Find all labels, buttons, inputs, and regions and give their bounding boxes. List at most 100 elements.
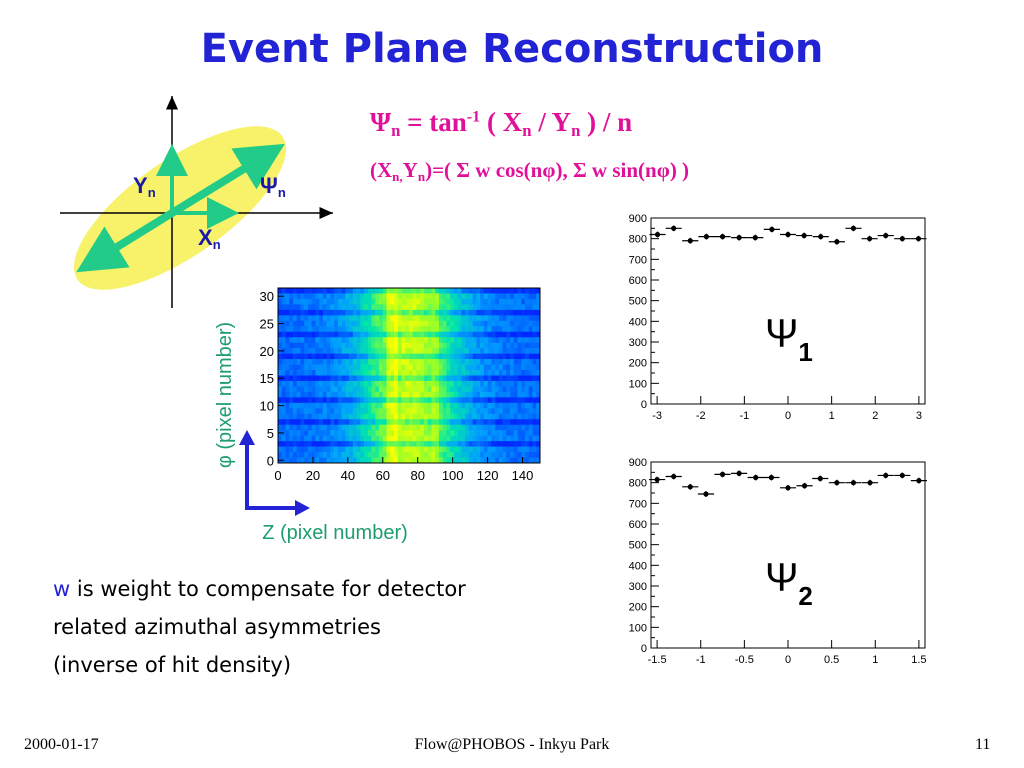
heatmap-cell (307, 293, 312, 300)
heatmap-cell (292, 397, 298, 404)
heatmap-cell (371, 430, 376, 436)
heatmap-cell (334, 342, 339, 349)
heatmap-cell (349, 293, 354, 300)
heatmap-cell (390, 342, 395, 349)
heatmap-cell (397, 452, 402, 458)
heatmap-cell (468, 309, 473, 316)
heatmap-cell (420, 397, 425, 404)
heatmap-cell (390, 430, 395, 436)
heatmap-cell (502, 457, 507, 464)
heatmap-cell (412, 331, 417, 338)
heatmap-cell (390, 364, 395, 371)
heatmap-cell (307, 370, 312, 376)
heatmap-cell (498, 353, 503, 360)
heatmap-cell (296, 397, 301, 404)
heatmap-cell (487, 397, 492, 404)
heatmap-cell (502, 298, 507, 305)
heatmap-cell (457, 391, 462, 398)
heatmap-cell (360, 288, 365, 294)
heatmap-cell (289, 337, 294, 343)
heatmap-cell (401, 419, 406, 426)
heatmap-cell (337, 320, 342, 327)
heatmap-cell (322, 359, 327, 365)
psi1-sub: 1 (798, 337, 812, 367)
heatmap-cell (401, 326, 406, 333)
heatmap-cell (412, 452, 417, 458)
heatmap-cell (513, 430, 518, 436)
heatmap-cell (528, 353, 533, 360)
heatmap-cell (278, 446, 283, 453)
heatmap-cell (468, 380, 473, 387)
heatmap-cell (394, 435, 399, 442)
heatmap-cell (412, 370, 417, 376)
heatmap-cell (446, 353, 451, 360)
heatmap-cell (510, 419, 515, 426)
heatmap-cell (461, 430, 466, 436)
heatmap-cell (532, 457, 537, 464)
heatmap-cell (453, 446, 458, 453)
heatmap-cell (480, 353, 485, 360)
heatmap-cell (386, 370, 391, 376)
heatmap-cell (513, 331, 518, 338)
heatmap-cell (304, 298, 309, 305)
heatmap-cell (427, 419, 432, 426)
heatmap-cell (311, 353, 316, 360)
heatmap-cell (457, 288, 462, 294)
heatmap-cell (461, 298, 466, 305)
x-subscript: n, (392, 168, 403, 184)
heatmap-cell (382, 408, 387, 415)
heatmap-cell (379, 298, 384, 305)
heatmap-cell (326, 288, 331, 294)
heatmap-cell (379, 353, 384, 360)
heatmap-cell (278, 331, 283, 338)
data-point (687, 484, 693, 490)
heatmap-cell (513, 342, 518, 349)
heatmap-cell (525, 402, 530, 409)
heatmap-cell (483, 359, 488, 365)
heatmap-cell (311, 419, 316, 426)
heatmap-cell (375, 419, 380, 426)
heatmap-cell (304, 441, 309, 447)
heatmap-cell (450, 359, 455, 365)
y-tick-label: 700 (629, 498, 647, 510)
heatmap-cell (423, 348, 429, 354)
heatmap-cell (334, 419, 339, 426)
heatmap-cell (521, 391, 526, 398)
heatmap-cell (364, 359, 369, 365)
heatmap-cell (345, 331, 350, 338)
heatmap-cell (495, 413, 500, 420)
heatmap-cell (517, 304, 522, 311)
heatmap-cell (465, 288, 470, 294)
heatmap-cell (536, 364, 541, 371)
heatmap-cell (326, 391, 331, 398)
heatmap-cell (281, 435, 286, 442)
heatmap-cell (382, 315, 387, 322)
heatmap-cell (401, 391, 406, 398)
heatmap-cell (442, 359, 447, 365)
heatmap-cell (536, 359, 541, 365)
heatmap-cell (379, 397, 384, 404)
heatmap-cell (450, 342, 455, 349)
heatmap-cell (304, 457, 309, 464)
heatmap-cell (483, 331, 488, 338)
heatmap-cell (397, 331, 402, 338)
heatmap-cell (465, 315, 470, 322)
heatmap-cell (330, 452, 335, 458)
heatmap-cell (423, 391, 429, 398)
heatmap-cell (416, 441, 421, 447)
close-n: ) / n (580, 107, 633, 137)
heatmap-cell (442, 413, 447, 420)
heatmap-cell (528, 337, 533, 343)
data-point (883, 232, 889, 239)
heatmap-cell (416, 397, 421, 404)
heatmap-cell (446, 293, 451, 300)
heatmap-cell (491, 380, 496, 387)
heatmap-cell (307, 457, 312, 464)
heatmap-cell (337, 424, 342, 431)
heatmap-cell (450, 413, 455, 420)
heatmap-cell (476, 353, 481, 360)
heatmap-cell (322, 457, 327, 464)
heatmap-cell (435, 348, 440, 354)
heatmap-cell (450, 298, 455, 305)
heatmap-cell (394, 402, 399, 409)
